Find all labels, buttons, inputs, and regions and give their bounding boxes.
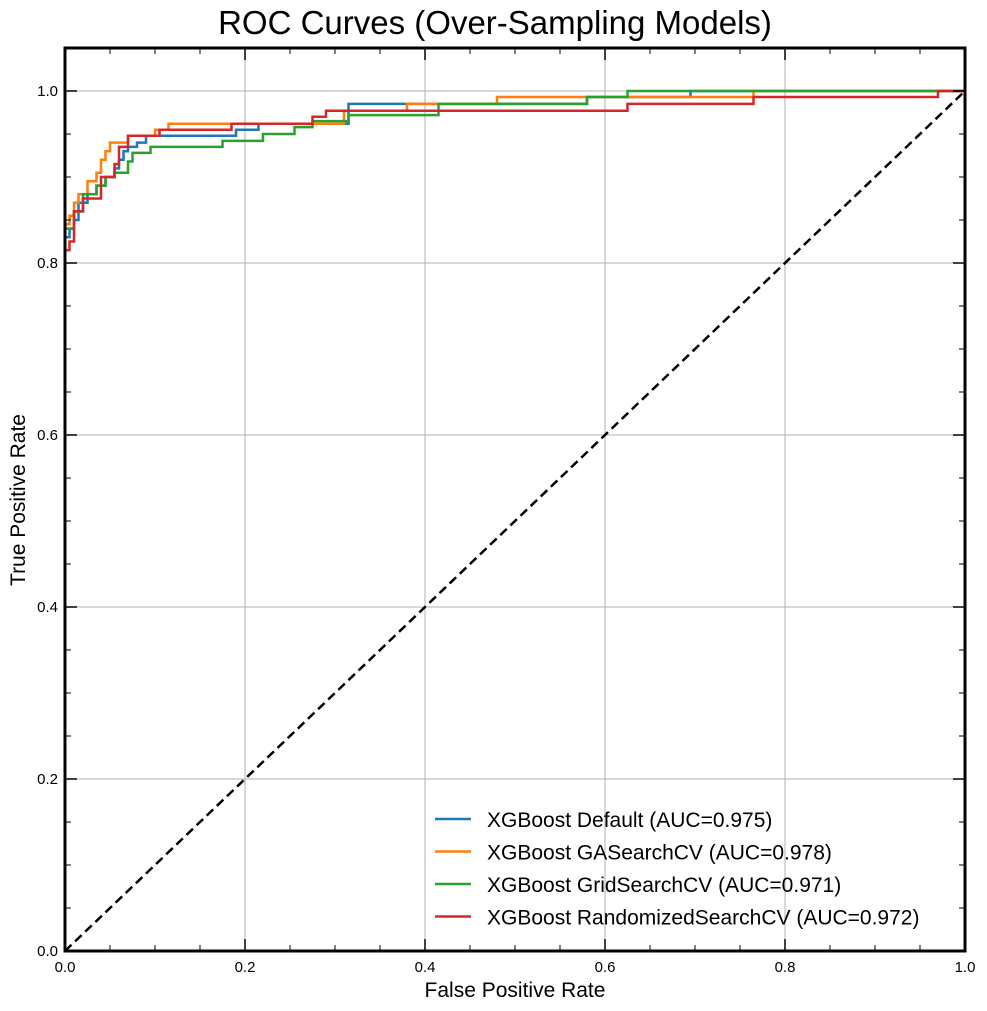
axis-ticks: 0.0 0.2 0.4 0.6 0.8 1.0 0.0 0.2 0.4 0.6 0.8 1.0: [37, 48, 975, 976]
x-tick-label: 1.0: [955, 959, 976, 976]
y-tick-label: 0.6: [37, 427, 58, 444]
y-tick-label: 0.0: [37, 943, 58, 960]
x-tick-label: 0.8: [775, 959, 796, 976]
chart-title: ROC Curves (Over-Sampling Models): [218, 4, 772, 41]
plot-frame: [63, 46, 967, 953]
x-tick-label: 0.2: [235, 959, 256, 976]
series-line-0: [63, 89, 965, 951]
y-tick-label: 0.8: [37, 255, 58, 272]
y-tick-label: 0.2: [37, 771, 58, 788]
diagonal-reference-line: [64, 90, 966, 952]
y-axis-label: True Positive Rate: [7, 414, 30, 586]
series-line-1: [63, 89, 965, 951]
series-lines: [63, 89, 965, 951]
y-tick-label: 0.4: [37, 599, 58, 616]
x-tick-label: 0.4: [415, 959, 436, 976]
x-axis-label: False Positive Rate: [425, 979, 606, 1002]
x-tick-label: 0.0: [55, 959, 76, 976]
legend-label: XGBoost GridSearchCV (AUC=0.971): [487, 874, 841, 897]
series-line-3: [63, 89, 965, 951]
y-tick-label: 1.0: [37, 83, 58, 100]
legend: XGBoost Default (AUC=0.975) XGBoost GASea…: [435, 809, 919, 930]
legend-label: XGBoost RandomizedSearchCV (AUC=0.972): [487, 907, 919, 930]
series-line-2: [63, 89, 965, 951]
diagonal-line: [64, 90, 966, 952]
legend-label: XGBoost Default (AUC=0.975): [487, 809, 772, 832]
legend-label: XGBoost GASearchCV (AUC=0.978): [487, 842, 832, 865]
x-tick-label: 0.6: [595, 959, 616, 976]
